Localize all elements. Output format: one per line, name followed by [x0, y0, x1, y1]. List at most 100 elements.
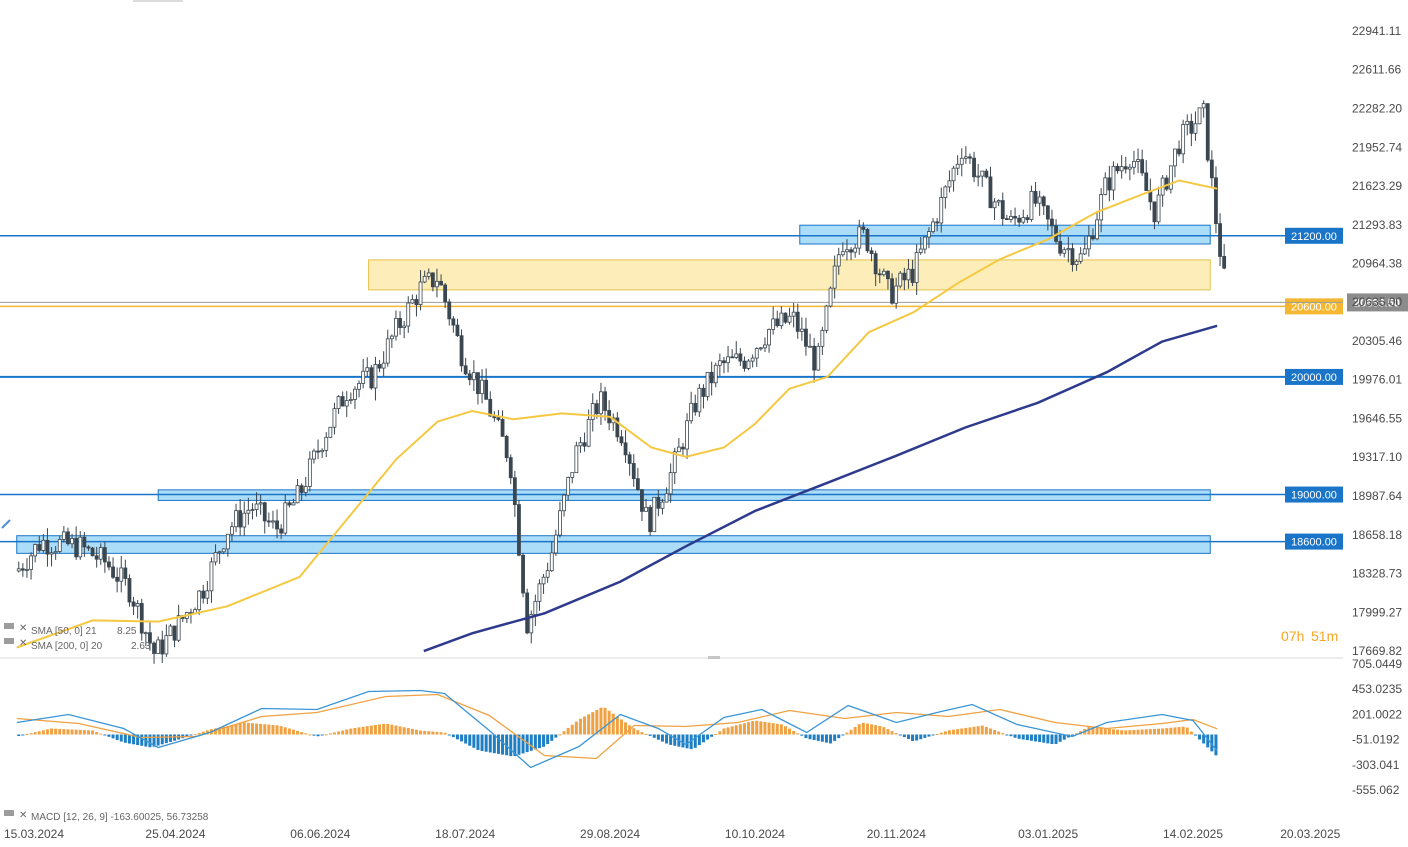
macd-histogram-bar [972, 726, 976, 735]
macd-histogram-bar [115, 734, 119, 740]
macd-histogram-bar [1120, 730, 1124, 735]
candle-body [767, 329, 771, 346]
macd-histogram-bar [1202, 734, 1206, 744]
macd-histogram-bar [1054, 734, 1058, 744]
close-icon[interactable]: ✕ [19, 810, 27, 821]
macd-histogram-bar [123, 734, 127, 743]
macd-histogram-bar [480, 734, 484, 752]
candle-body [820, 330, 825, 347]
candle-body [37, 544, 42, 551]
macd-histogram-bar [1198, 734, 1202, 740]
zone-box[interactable] [16, 535, 1211, 554]
macd-histogram-bar [915, 734, 919, 741]
candle-body [1140, 159, 1145, 174]
close-icon[interactable]: ✕ [19, 638, 27, 649]
macd-histogram-bar [1124, 730, 1128, 735]
macd-histogram-bar [820, 734, 824, 742]
drawing-tool-icon[interactable] [1, 519, 11, 529]
level-tag-text: 20600.00 [1291, 301, 1337, 313]
menu-icon[interactable] [4, 810, 14, 816]
macd-histogram-bar [517, 734, 521, 755]
candle-body [1033, 190, 1038, 204]
price-tick-label: 19317.10 [1352, 450, 1402, 464]
candle-body [754, 348, 759, 359]
macd-histogram-bar [78, 729, 82, 735]
candle-body [25, 569, 29, 571]
candle-body [963, 156, 968, 159]
macd-histogram-bar [423, 730, 427, 735]
macd-histogram-bar [1185, 727, 1189, 735]
macd-histogram-bar [1148, 729, 1152, 735]
macd-histogram-bar [595, 709, 599, 735]
macd-tick-label: -51.0192 [1352, 733, 1400, 747]
x-tick-label: 03.01.2025 [1018, 827, 1078, 841]
macd-histogram-bar [1013, 734, 1017, 738]
candle-body [750, 357, 755, 362]
macd-histogram-bar [845, 732, 849, 735]
candle-body [459, 335, 464, 367]
macd-histogram-bar [107, 734, 111, 737]
candle-body [627, 454, 632, 464]
candle-body [1209, 159, 1214, 179]
candle-body [307, 458, 312, 487]
candle-body [980, 170, 985, 177]
macd-histogram-bar [874, 725, 878, 735]
candle-body [1103, 177, 1108, 195]
macd-histogram-bar [349, 728, 353, 735]
level-tag [1285, 533, 1343, 550]
candles-layer [16, 100, 1227, 664]
macd-histogram-bar [1111, 729, 1115, 735]
candle-body [168, 625, 173, 637]
top-scroll-handle[interactable] [133, 0, 183, 2]
macd-histogram-bar [82, 730, 86, 735]
macd-histogram-bar [1095, 727, 1099, 735]
macd-histogram-bar [1050, 734, 1054, 745]
candle-body [1037, 196, 1042, 204]
candle-body [615, 417, 620, 438]
candle-body [558, 510, 562, 536]
macd-histogram-bar [111, 734, 115, 739]
zone-box[interactable] [368, 259, 1211, 291]
macd-histogram-bar [25, 734, 29, 736]
candle-body [1205, 103, 1210, 161]
macd-histogram-bar [578, 718, 582, 735]
candle-body [992, 201, 997, 209]
level-tag-text: 19000.00 [1291, 490, 1337, 502]
candle-body [685, 420, 689, 450]
candle-body [1164, 177, 1169, 190]
macd-histogram-bar [447, 734, 451, 736]
candle-body [131, 601, 136, 607]
panel-resize-handle[interactable] [708, 656, 720, 659]
candle-body [1119, 166, 1124, 172]
candle-body [594, 403, 599, 415]
price-tick-label: 22941.11 [1352, 24, 1401, 38]
candle-body [1004, 218, 1009, 221]
candle-body [377, 364, 382, 369]
macd-histogram-bar [710, 734, 714, 737]
macd-histogram-bar [726, 727, 730, 735]
menu-icon[interactable] [4, 638, 14, 644]
macd-histogram-bar [1152, 728, 1156, 735]
menu-icon[interactable] [4, 623, 14, 629]
macd-histogram-bar [127, 734, 131, 744]
macd-histogram-bar [956, 729, 960, 735]
macd-histogram-bar [747, 722, 751, 735]
macd-histogram-bar [398, 726, 402, 735]
candle-body [902, 272, 907, 281]
candle-body [676, 446, 681, 453]
close-icon[interactable]: ✕ [19, 623, 27, 634]
macd-histogram-bar [550, 734, 554, 741]
macd-histogram-bar [1116, 729, 1120, 735]
macd-histogram-bar [648, 734, 652, 736]
level-tag-text: 21200.00 [1291, 231, 1337, 243]
candle-body [1214, 177, 1218, 225]
macd-histogram-bar [455, 734, 459, 740]
macd-histogram-bar [824, 734, 828, 743]
price-tick-label: 20635.00 [1352, 295, 1402, 309]
macd-histogram-bar [988, 728, 992, 735]
candle-body [238, 510, 243, 528]
candle-body [549, 552, 554, 572]
macd-histogram-bar [263, 724, 267, 735]
zone-box[interactable] [799, 224, 1211, 245]
